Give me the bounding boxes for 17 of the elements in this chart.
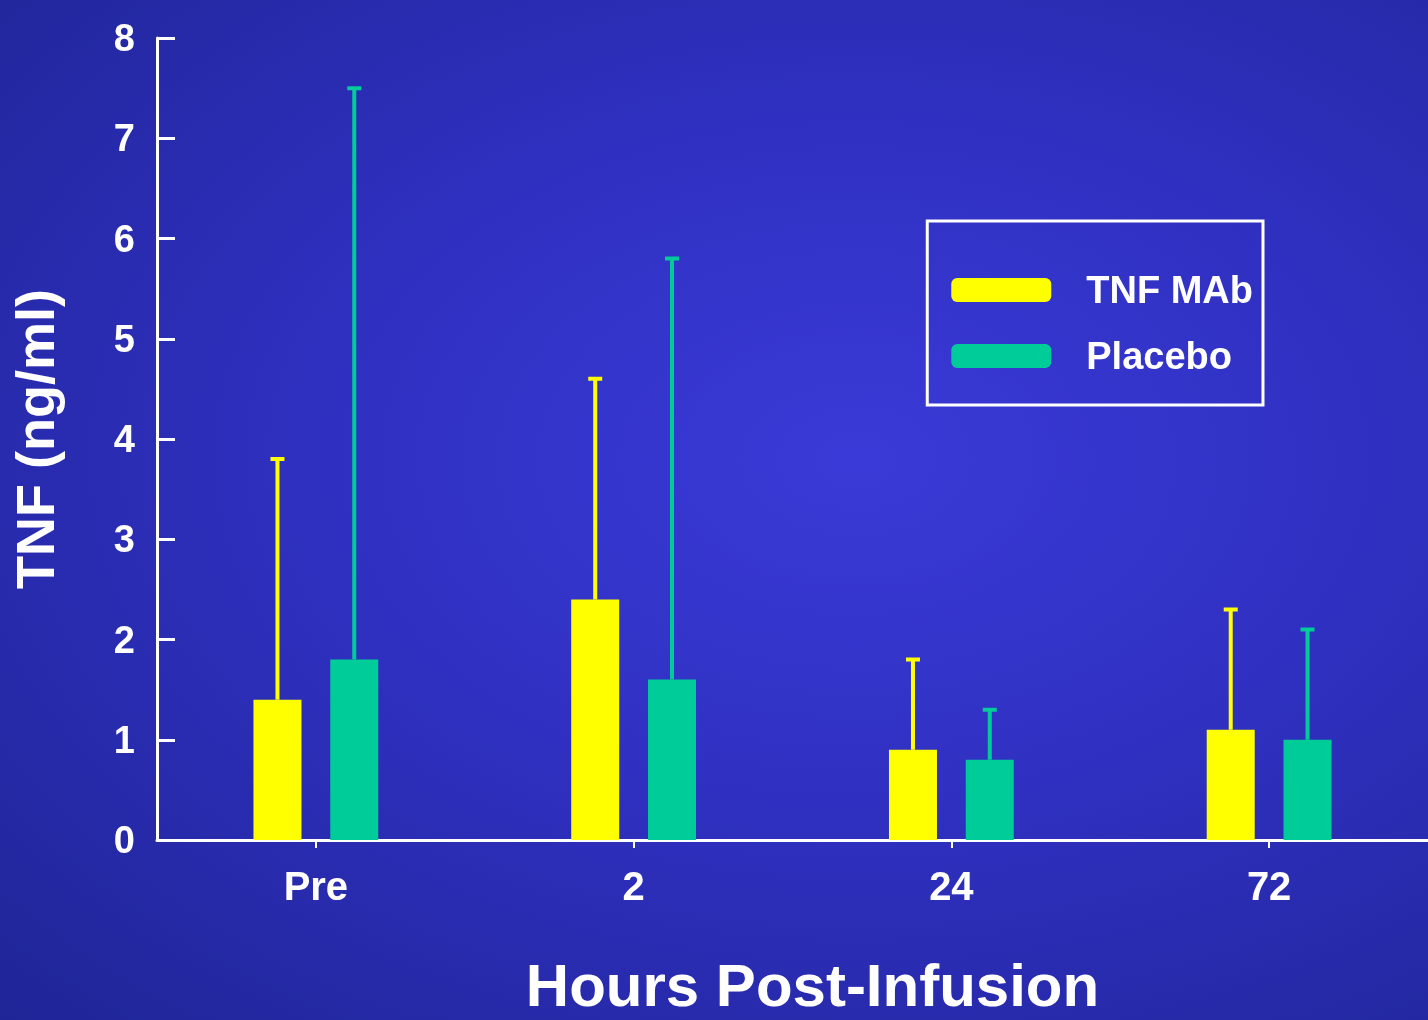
y-tick-label: 5 bbox=[113, 317, 135, 360]
y-tick-label: 7 bbox=[113, 117, 135, 160]
y-tick-label: 2 bbox=[113, 618, 135, 661]
x-axis-title: Hours Post-Infusion bbox=[525, 951, 1100, 1019]
x-tick-label: Pre bbox=[283, 864, 349, 908]
x-tick-label: 24 bbox=[929, 864, 975, 908]
y-tick-label: 8 bbox=[113, 17, 135, 59]
y-tick-label: 6 bbox=[113, 217, 135, 260]
y-axis-title: TNF (ng/ml) bbox=[5, 289, 65, 589]
y-tick-label: 4 bbox=[113, 418, 135, 460]
legend-label: TNF MAb bbox=[1086, 269, 1253, 311]
y-tick-label: 3 bbox=[113, 518, 135, 561]
y-tick-label: 0 bbox=[113, 819, 135, 861]
legend-label: Placebo bbox=[1086, 335, 1232, 377]
y-tick-label: 1 bbox=[113, 718, 135, 761]
x-tick-label: 72 bbox=[1246, 864, 1292, 908]
x-tick-label: 2 bbox=[622, 864, 645, 908]
